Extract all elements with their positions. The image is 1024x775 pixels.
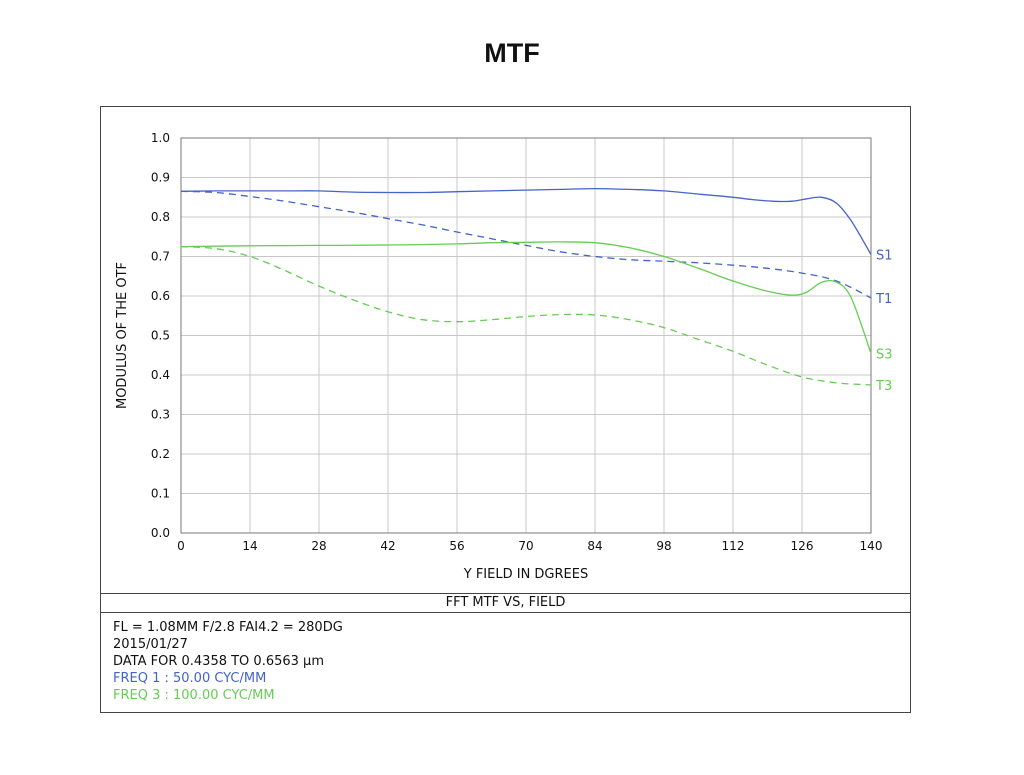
x-tick-label: 126 <box>791 539 814 553</box>
y-axis-label: MODULUS OF THE OTF <box>115 262 130 409</box>
x-tick-label: 84 <box>587 539 602 553</box>
frequency-3-text: FREQ 3 : 100.00 CYC/MM <box>113 688 275 703</box>
page-title: MTF <box>484 38 540 68</box>
x-tick-label: 140 <box>860 539 883 553</box>
plot-area-border <box>180 137 872 534</box>
x-tick-label: 98 <box>656 539 671 553</box>
lens-spec-text: FL = 1.08MM F/2.8 FAI4.2 = 280DG <box>113 620 343 635</box>
caption-divider-top <box>101 593 910 594</box>
wavelength-range-text: DATA FOR 0.4358 TO 0.6563 μm <box>113 654 324 669</box>
y-tick-label: 0.3 <box>151 408 170 422</box>
y-tick-label: 0.2 <box>151 447 170 461</box>
x-tick-label: 56 <box>449 539 464 553</box>
series-label-s3: S3 <box>876 347 893 362</box>
info-block: FL = 1.08MM F/2.8 FAI4.2 = 280DG 2015/01… <box>113 619 343 704</box>
series-label-t1: T1 <box>875 292 892 307</box>
y-tick-label: 0.4 <box>151 368 170 382</box>
x-tick-label: 42 <box>380 539 395 553</box>
series-line-t1 <box>180 190 872 299</box>
y-tick-label: 0.5 <box>151 329 170 343</box>
y-tick-label: 1.0 <box>151 131 170 145</box>
y-tick-label: 0.7 <box>151 250 170 264</box>
x-axis-label: Y FIELD IN DGREES <box>463 567 588 582</box>
series-line-s3 <box>180 241 872 354</box>
x-tick-label: 70 <box>518 539 533 553</box>
x-tick-label: 14 <box>242 539 257 553</box>
y-tick-label: 0.6 <box>151 289 170 303</box>
frequency-1-text: FREQ 1 : 50.00 CYC/MM <box>113 671 267 686</box>
date-text: 2015/01/27 <box>113 637 188 652</box>
series-label-s1: S1 <box>876 249 893 264</box>
series-label-t3: T3 <box>875 379 892 394</box>
y-tick-label: 0.1 <box>151 487 170 501</box>
y-tick-label: 0.9 <box>151 171 170 185</box>
x-tick-label: 0 <box>177 539 185 553</box>
x-tick-label: 112 <box>722 539 745 553</box>
y-tick-label: 0.8 <box>151 210 170 224</box>
series-line-s1 <box>180 187 872 255</box>
chart-caption: FFT MTF VS, FIELD <box>445 595 566 610</box>
caption-divider-bottom <box>101 612 910 613</box>
mtf-chart-frame: FFT MTF VS, FIELD FL = 1.08MM F/2.8 FAI4… <box>100 106 911 713</box>
y-tick-label: 0.0 <box>151 526 170 540</box>
x-tick-label: 28 <box>311 539 326 553</box>
